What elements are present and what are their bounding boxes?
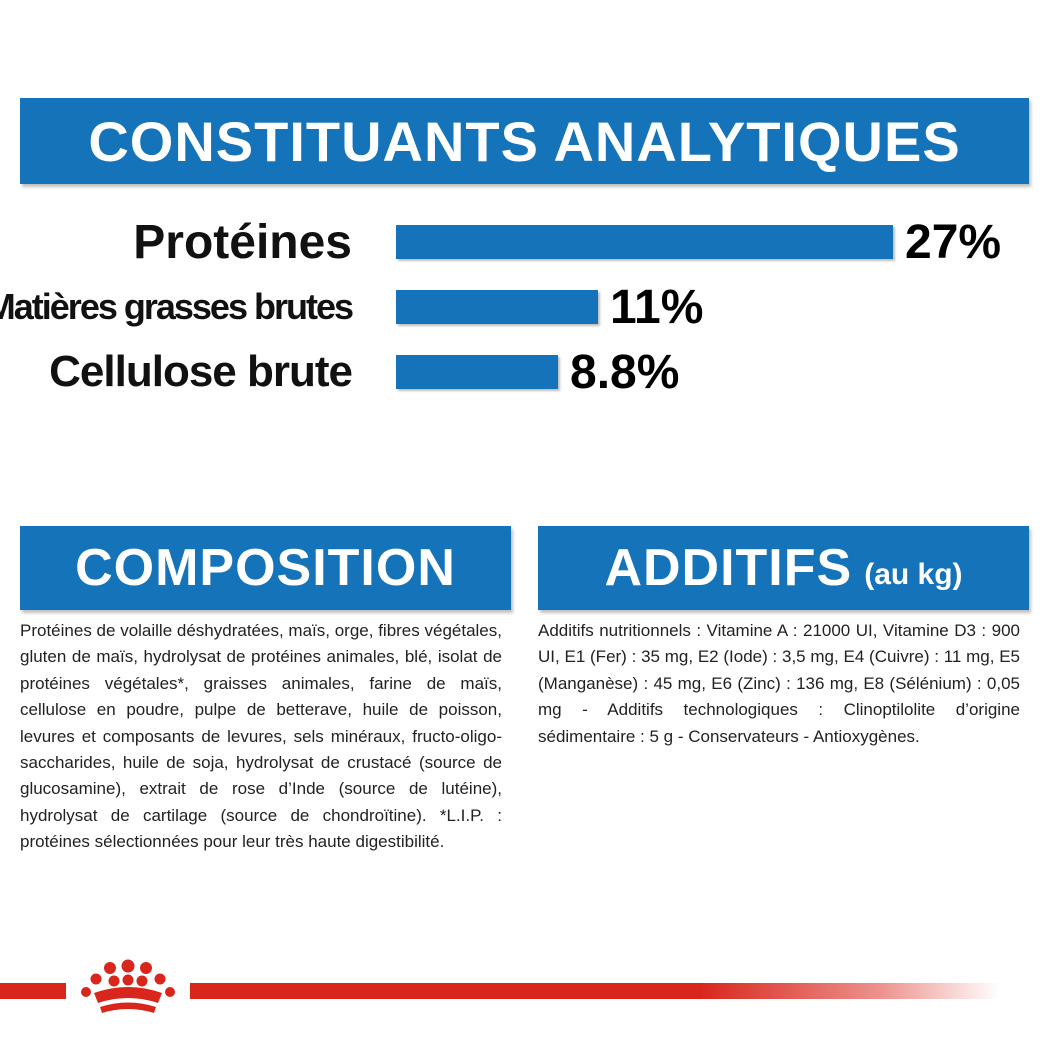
bar-value-matieres-grasses: 11%	[610, 280, 704, 334]
row-label-proteines: Protéines	[133, 215, 352, 269]
row-label-matieres-grasses: Matières grasses brutes	[0, 286, 354, 327]
chart-row-cellulose: Cellulose brute 8.8%	[0, 342, 1049, 402]
composition-banner: COMPOSITION	[20, 526, 511, 610]
row-label-cellulose: Cellulose brute	[49, 347, 353, 396]
additifs-banner: ADDITIFS (au kg)	[538, 526, 1029, 610]
additifs-subtitle: (au kg)	[864, 558, 963, 591]
bar-value-proteines: 27%	[905, 215, 1002, 269]
footer-red-line	[0, 983, 1000, 999]
composition-title: COMPOSITION	[75, 539, 456, 597]
analytic-banner: CONSTITUANTS ANALYTIQUES	[20, 98, 1029, 184]
bar-proteines	[396, 225, 893, 259]
composition-text: Protéines de volaille déshydratées, maïs…	[20, 621, 502, 852]
analytic-title: CONSTITUANTS ANALYTIQUES	[88, 109, 961, 173]
chart-row-proteines: Protéines 27%	[0, 212, 1049, 272]
additifs-text: Additifs nutritionnels : Vitamine A : 21…	[538, 621, 1020, 746]
bar-cellulose	[396, 355, 558, 389]
royal-canin-crown-icon	[81, 959, 175, 1013]
brand-logo	[66, 955, 190, 1025]
chart-row-matieres-grasses: Matières grasses brutes 11%	[0, 277, 1049, 337]
bar-value-cellulose: 8.8%	[570, 345, 680, 399]
bar-matieres-grasses	[396, 290, 598, 324]
additifs-title: ADDITIFS	[604, 539, 853, 597]
